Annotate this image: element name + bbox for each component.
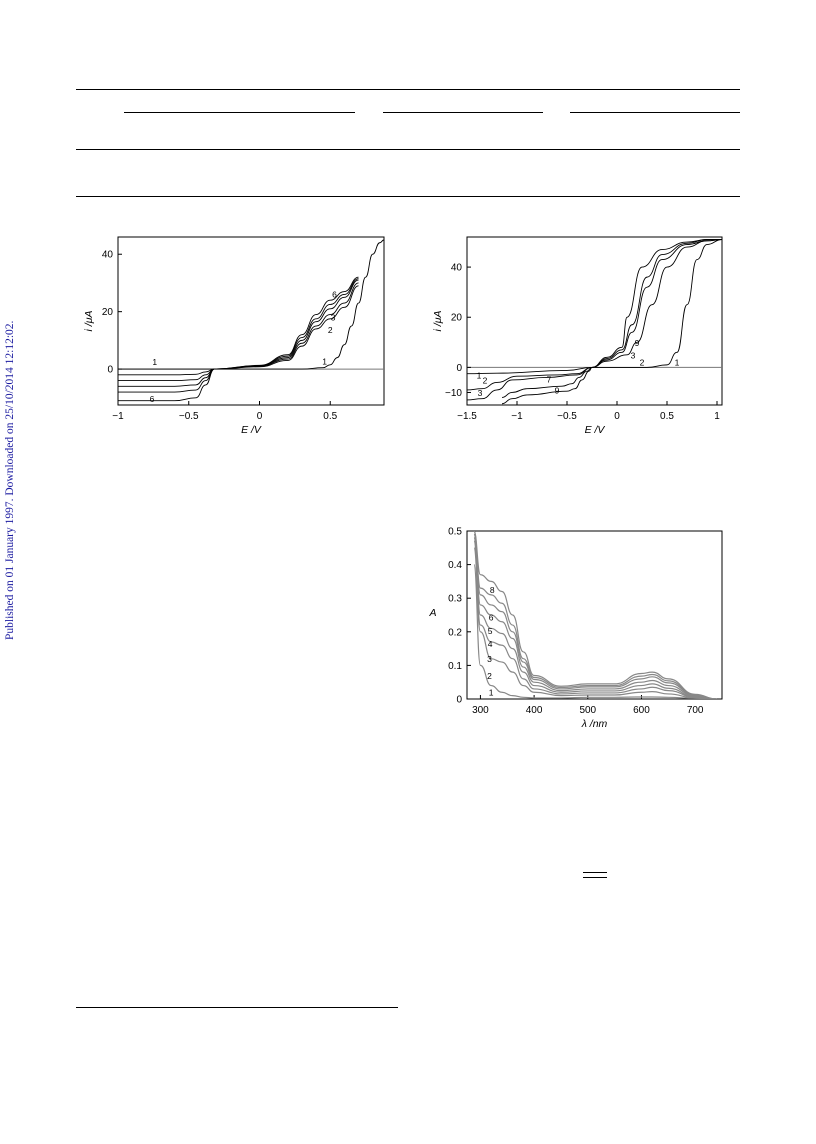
series-line-1 — [473, 564, 717, 699]
x-axis-label: E /V — [241, 424, 262, 436]
equilibrium-arrow-icon — [583, 870, 607, 880]
table-group-rule-1 — [124, 112, 355, 113]
x-axis-label: E /V — [585, 424, 606, 436]
curve-number-label: 2 — [328, 325, 333, 335]
curve-number-label: 4 — [488, 639, 493, 649]
series-line-2 — [118, 285, 359, 376]
y-tick-label: 0.5 — [448, 527, 462, 538]
y-tick-label: 40 — [451, 263, 463, 274]
y-tick-label: 0.3 — [448, 594, 462, 605]
curve-number-label: 3 — [331, 312, 336, 322]
x-tick-label: −0.5 — [557, 411, 577, 422]
series-line-6 — [118, 276, 359, 402]
y-axis-label: A — [428, 607, 436, 619]
curve-number-label: 6 — [332, 289, 337, 299]
curve-number-label: 6 — [489, 613, 494, 623]
series-line-3 — [473, 540, 717, 699]
series-line-8 — [473, 531, 717, 699]
table-header-rule — [76, 149, 740, 150]
footnote-rule — [76, 1007, 398, 1008]
x-tick-label: 700 — [687, 705, 704, 716]
curve-number-label: 2 — [640, 357, 645, 367]
curve-number-label: 1 — [322, 357, 327, 367]
y-axis-label: i /μA — [83, 311, 95, 332]
curve-number-label: 1 — [152, 357, 157, 367]
plot-frame — [466, 530, 723, 700]
y-tick-label: 0.1 — [448, 661, 462, 672]
curve-number-label: 6 — [150, 394, 155, 404]
series-line-4 — [118, 279, 359, 387]
series-line-4 — [473, 537, 717, 699]
series-line-6 — [473, 531, 717, 699]
x-tick-label: 500 — [579, 705, 596, 716]
x-axis-label: λ /nm — [581, 718, 608, 730]
series-line-7 — [473, 531, 717, 699]
x-tick-label: 0 — [257, 411, 263, 422]
series-line-5 — [473, 533, 717, 699]
series-line-3 — [118, 282, 359, 382]
series-line-3 — [467, 239, 722, 401]
table-bottom-rule — [76, 196, 740, 197]
curve-number-label: 3 — [487, 654, 492, 664]
curve-number-label: 5 — [488, 626, 493, 636]
y-tick-label: 20 — [102, 307, 114, 318]
curve-number-label: 9 — [635, 338, 640, 348]
table-group-rule-2 — [383, 112, 543, 113]
curve-number-label: 2 — [483, 376, 488, 386]
series-line-2 — [473, 547, 717, 699]
curve-number-label: 1 — [477, 371, 482, 381]
curve-number-label: 2 — [487, 671, 492, 681]
table-top-rule — [76, 89, 740, 90]
curve-number-label: 1 — [675, 357, 680, 367]
x-tick-label: −1 — [511, 411, 523, 422]
curve-number-label: 3 — [631, 351, 636, 361]
x-tick-label: 1 — [714, 411, 720, 422]
x-tick-label: −1.5 — [457, 411, 477, 422]
curve-number-label: 3 — [478, 388, 483, 398]
x-tick-label: 600 — [633, 705, 650, 716]
curve-number-label: 8 — [490, 585, 495, 595]
x-tick-label: −1 — [112, 411, 124, 422]
plot-frame — [466, 236, 723, 406]
y-tick-label: 20 — [451, 313, 463, 324]
x-tick-label: 0.5 — [660, 411, 674, 422]
y-tick-label: 40 — [102, 250, 114, 261]
x-tick-label: 400 — [526, 705, 543, 716]
x-tick-label: −0.5 — [179, 411, 199, 422]
series-line-1 — [467, 239, 722, 375]
y-tick-label: 0.2 — [448, 627, 462, 638]
series-line-2 — [467, 239, 722, 391]
series-line-1 — [118, 239, 384, 370]
x-tick-label: 0 — [614, 411, 620, 422]
series-line-5 — [501, 239, 722, 405]
y-axis-label: i /μA — [432, 311, 444, 332]
x-tick-label: 300 — [472, 705, 489, 716]
y-tick-label: −10 — [445, 388, 462, 399]
y-tick-label: 0 — [456, 363, 462, 374]
x-tick-label: 0.5 — [323, 411, 337, 422]
series-line-5 — [118, 278, 359, 393]
plot-frame — [117, 236, 385, 406]
y-tick-label: 0 — [456, 695, 462, 706]
y-tick-label: 0 — [107, 365, 113, 376]
curve-number-label: 7 — [547, 374, 552, 384]
curve-number-label: 9 — [555, 386, 560, 396]
y-tick-label: 0.4 — [448, 560, 462, 571]
curve-number-label: 1 — [489, 688, 494, 698]
table-group-rule-3 — [570, 112, 740, 113]
